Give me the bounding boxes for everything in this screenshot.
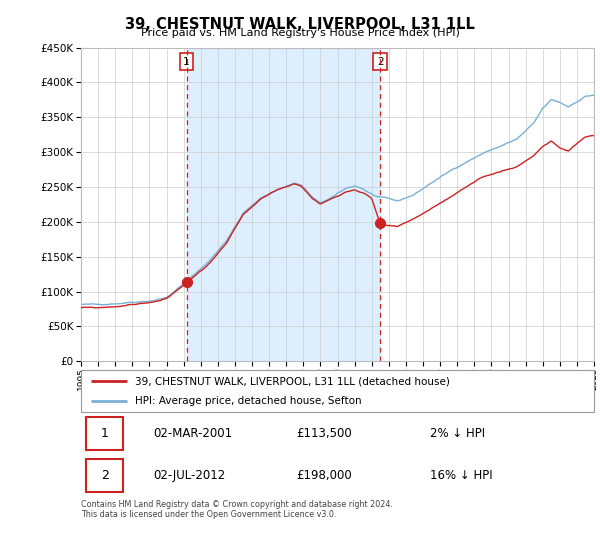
Text: This data is licensed under the Open Government Licence v3.0.: This data is licensed under the Open Gov… — [81, 510, 337, 519]
FancyBboxPatch shape — [81, 370, 594, 412]
Text: 2: 2 — [377, 57, 383, 67]
Text: 02-JUL-2012: 02-JUL-2012 — [153, 469, 225, 482]
Text: 02-MAR-2001: 02-MAR-2001 — [153, 427, 232, 440]
Text: 2% ↓ HPI: 2% ↓ HPI — [430, 427, 485, 440]
Text: 39, CHESTNUT WALK, LIVERPOOL, L31 1LL: 39, CHESTNUT WALK, LIVERPOOL, L31 1LL — [125, 17, 475, 32]
Text: 2: 2 — [101, 469, 109, 482]
FancyBboxPatch shape — [86, 417, 123, 450]
Bar — [187, 48, 380, 361]
Text: £113,500: £113,500 — [296, 427, 352, 440]
Text: 39, CHESTNUT WALK, LIVERPOOL, L31 1LL (detached house): 39, CHESTNUT WALK, LIVERPOOL, L31 1LL (d… — [135, 376, 450, 386]
Text: Contains HM Land Registry data © Crown copyright and database right 2024.: Contains HM Land Registry data © Crown c… — [81, 500, 393, 508]
Text: 1: 1 — [101, 427, 109, 440]
Text: Price paid vs. HM Land Registry's House Price Index (HPI): Price paid vs. HM Land Registry's House … — [140, 28, 460, 38]
FancyBboxPatch shape — [86, 459, 123, 492]
Text: £198,000: £198,000 — [296, 469, 352, 482]
Text: 16% ↓ HPI: 16% ↓ HPI — [430, 469, 493, 482]
Text: HPI: Average price, detached house, Sefton: HPI: Average price, detached house, Seft… — [135, 396, 361, 406]
Text: 1: 1 — [183, 57, 190, 67]
